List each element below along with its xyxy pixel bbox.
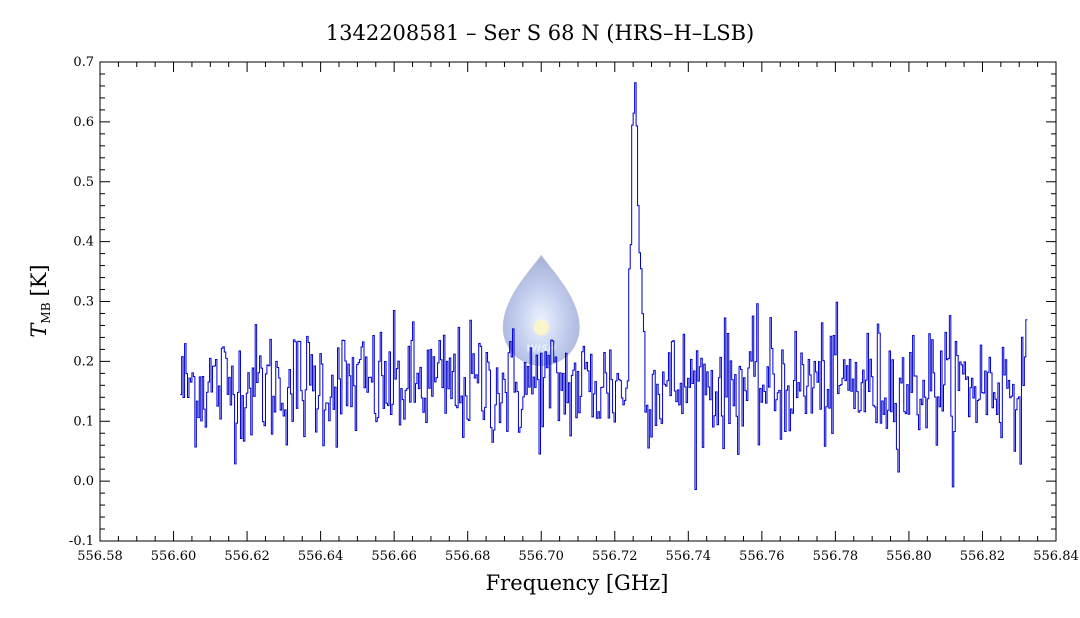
x-tick-label: 556.70 [518, 549, 564, 564]
x-tick-label: 556.76 [739, 549, 785, 564]
y-tick-label: 0.7 [73, 55, 94, 70]
x-tick-label: 556.64 [298, 549, 344, 564]
x-axis: 556.58 556.60 556.62 556.64 556.66 556.68 556.… [77, 62, 1079, 564]
y-tick-label: 0.0 [73, 474, 94, 489]
x-tick-label: 556.72 [592, 549, 638, 564]
y-axis-title-sub: MB [39, 302, 53, 323]
x-tick-label: 556.68 [445, 549, 491, 564]
wish-logo-watermark: WISH [502, 254, 580, 366]
y-tick-label: 0.5 [73, 175, 94, 190]
y-tick-label: 0.1 [73, 414, 94, 429]
y-axis-title-main: T [27, 322, 51, 338]
x-tick-label: 556.74 [666, 549, 712, 564]
y-axis-title: TMB [K] [27, 264, 53, 337]
svg-text:TMB[K]: TMB [K] [27, 264, 53, 337]
wish-logo-star-icon [533, 319, 550, 336]
y-tick-label: 0.6 [73, 115, 94, 130]
x-axis-title: Frequency [GHz] [486, 571, 669, 595]
y-axis-title-unit: [K] [27, 264, 51, 296]
wish-logo-drop-icon [502, 254, 580, 366]
x-tick-label: 556.80 [886, 549, 932, 564]
y-tick-label: 0.4 [73, 235, 94, 250]
y-axis: -0.1 0.0 0.1 0.2 0.3 0.4 0.5 0.6 0.7 [69, 55, 1056, 549]
y-tick-label: 0.2 [73, 354, 94, 369]
x-tick-label: 556.78 [813, 549, 859, 564]
spectrum-series [180, 82, 1028, 491]
x-tick-label: 556.84 [1033, 549, 1079, 564]
wish-logo-text: WISH [526, 343, 557, 354]
y-tick-label: 0.3 [73, 295, 94, 310]
chart-title: 1342208581 – Ser S 68 N (HRS–H–LSB) [326, 21, 754, 45]
plot-frame [99, 61, 1057, 542]
x-tick-label: 556.58 [77, 549, 123, 564]
x-tick-label: 556.60 [151, 549, 197, 564]
x-tick-label: 556.82 [960, 549, 1006, 564]
plot-area [99, 61, 1057, 542]
x-tick-label: 556.62 [224, 549, 270, 564]
y-tick-label: -0.1 [69, 534, 94, 549]
x-tick-label: 556.66 [371, 549, 417, 564]
spectrum-line [180, 82, 1028, 491]
